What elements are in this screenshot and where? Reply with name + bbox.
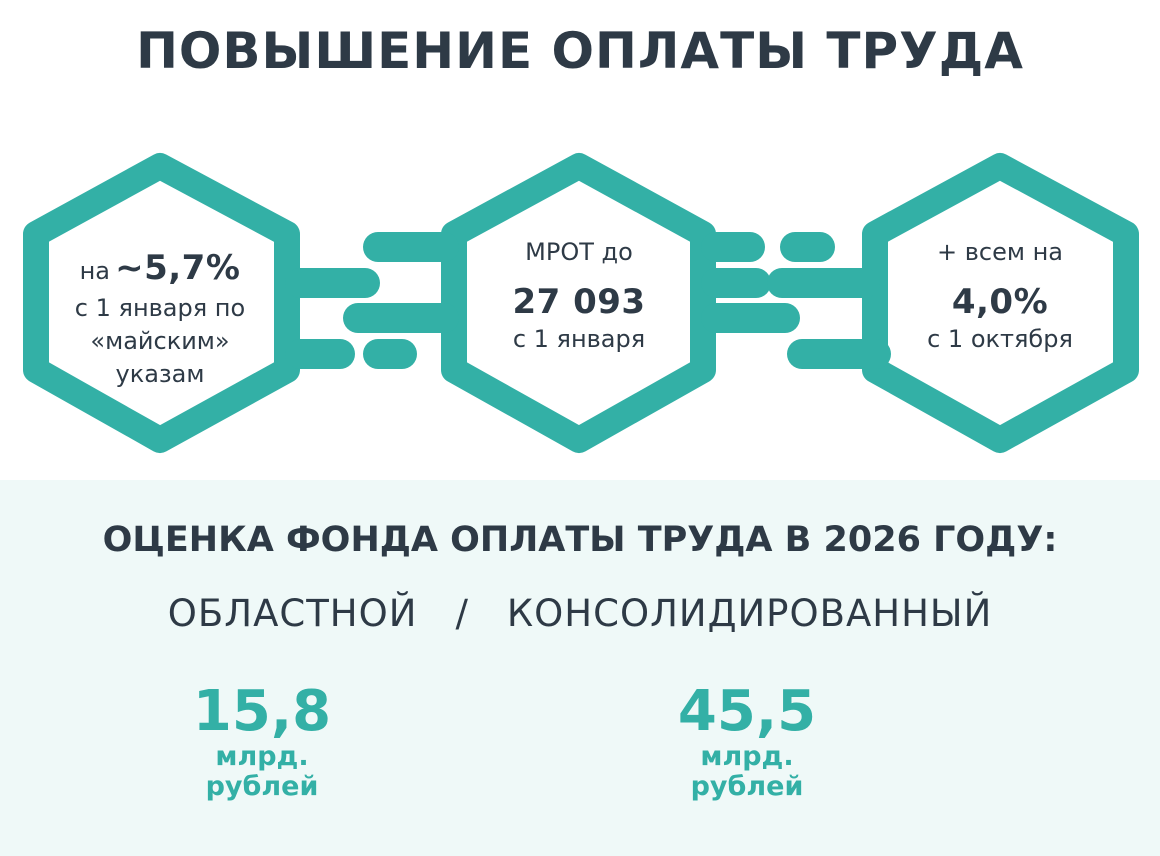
hexagon-right-bottom: с 1 октября bbox=[927, 325, 1073, 353]
hexagon-left-line: с 1 января по bbox=[74, 294, 246, 322]
hexagon-left-line: указам bbox=[115, 360, 205, 388]
hexagon-left-value: ~5,7% bbox=[115, 248, 241, 288]
hexagon-right-top: + всем на bbox=[937, 238, 1063, 266]
hexagon-middle-content: МРОТ до 27 093 с 1 января bbox=[469, 236, 689, 356]
hexagon-right-value: 4,0% bbox=[951, 282, 1049, 322]
fund-consolidated-unit: рублей bbox=[690, 771, 804, 802]
hexagon-middle-bottom: с 1 января bbox=[512, 325, 646, 353]
hexagon-right-content: + всем на 4,0% с 1 октября bbox=[890, 236, 1110, 356]
fund-regional-unit: млрд. bbox=[215, 741, 309, 772]
fund-title: ОЦЕНКА ФОНДА ОПЛАТЫ ТРУДА В 2026 ГОДУ: bbox=[102, 520, 1058, 560]
hexagon-left bbox=[23, 153, 300, 453]
fund-regional-stat: 15,8 млрд. рублей bbox=[132, 682, 392, 802]
fund-consolidated-stat: 45,5 млрд. рублей bbox=[617, 682, 877, 802]
hexagon-middle-value: 27 093 bbox=[512, 282, 646, 322]
fund-consolidated-unit: млрд. bbox=[700, 741, 794, 772]
fund-types: ОБЛАСТНОЙ / КОНСОЛИДИРОВАННЫЙ bbox=[0, 592, 1160, 635]
fund-type-regional: ОБЛАСТНОЙ bbox=[167, 592, 418, 635]
hexagon-left-line: «майским» bbox=[90, 327, 230, 355]
hexagon-middle bbox=[441, 153, 716, 453]
hexagon-left-prefix: на bbox=[79, 257, 110, 285]
hexagon-left-content: на ~5,7% с 1 января по «майским» указам bbox=[50, 250, 270, 391]
hexagon-middle-top: МРОТ до bbox=[525, 238, 633, 266]
hexagon-graphic bbox=[23, 153, 1139, 453]
fund-type-separator: / bbox=[455, 592, 469, 635]
hexagon-right bbox=[862, 153, 1139, 453]
fund-panel: ОЦЕНКА ФОНДА ОПЛАТЫ ТРУДА В 2026 ГОДУ: О… bbox=[0, 480, 1160, 856]
fund-regional-value: 15,8 bbox=[192, 679, 332, 744]
fund-consolidated-value: 45,5 bbox=[677, 679, 817, 744]
page-title: ПОВЫШЕНИЕ ОПЛАТЫ ТРУДА bbox=[136, 22, 1024, 80]
fund-type-consolidated: КОНСОЛИДИРОВАННЫЙ bbox=[506, 592, 993, 635]
fund-regional-unit: рублей bbox=[205, 771, 319, 802]
